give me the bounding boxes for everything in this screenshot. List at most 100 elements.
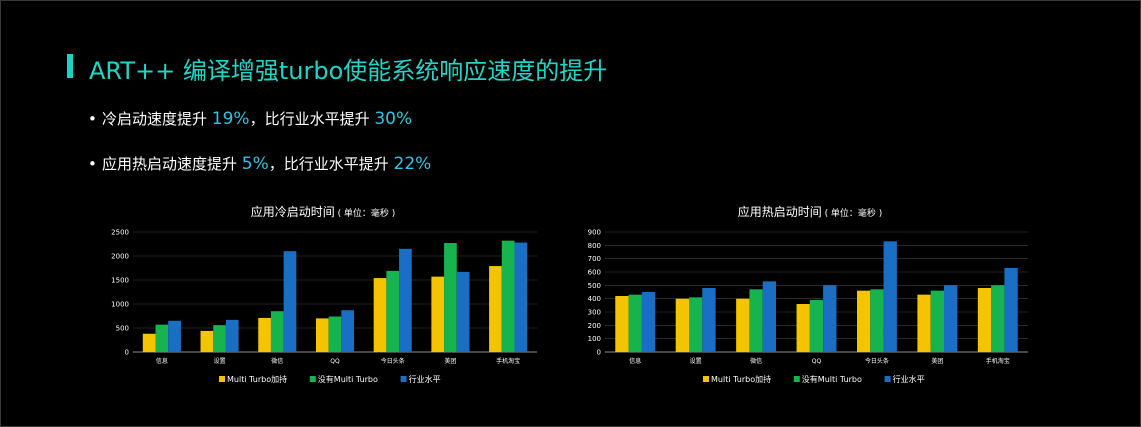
y-tick-label: 2500	[111, 229, 129, 237]
x-tick-label: 手机淘宝	[986, 357, 1010, 365]
bar	[155, 324, 169, 352]
legend-swatch	[219, 376, 225, 382]
y-tick-label: 900	[588, 229, 601, 237]
bullet-cold-start: • 冷启动速度提升 19%，比行业水平提升 30%	[88, 108, 412, 129]
chart-title: 应用冷启动时间 ( 单位：毫秒 )	[251, 204, 396, 219]
x-tick-label: 美团	[931, 357, 943, 365]
y-tick-label: 600	[588, 269, 601, 277]
y-tick-label: 1000	[111, 301, 129, 309]
bullet-text: 应用热启动速度提升	[102, 155, 242, 173]
bar	[514, 242, 528, 352]
y-tick-label: 200	[588, 322, 601, 330]
x-tick-label: 信息	[629, 357, 641, 365]
bar	[883, 241, 897, 352]
y-tick-label: 1500	[111, 277, 129, 285]
legend-label: Multi Turbo加持	[227, 374, 287, 384]
x-tick-label: 设置	[690, 357, 702, 365]
y-tick-label: 800	[588, 242, 601, 250]
bar	[870, 289, 884, 352]
x-tick-label: QQ	[330, 358, 340, 365]
bar	[615, 296, 629, 352]
x-tick-label: 今日头条	[865, 357, 889, 365]
y-tick-label: 400	[588, 295, 601, 303]
bullet-dot: •	[88, 110, 97, 128]
bullet-highlight-value: 22%	[393, 154, 432, 174]
bar	[373, 278, 387, 352]
bar	[736, 298, 750, 352]
bar	[270, 311, 284, 352]
legend-label: 行业水平	[893, 374, 925, 384]
chart-title: 应用热启动时间 ( 单位：毫秒 )	[738, 204, 883, 219]
y-tick-label: 500	[116, 325, 129, 333]
x-tick-label: 今日头条	[381, 357, 405, 365]
bar	[225, 319, 239, 352]
y-tick-label: 2000	[111, 253, 129, 261]
bar	[856, 290, 871, 352]
bar	[444, 243, 457, 352]
legend-swatch	[309, 376, 316, 382]
y-tick-label: 0	[597, 349, 601, 357]
bullet-highlight-value: 30%	[374, 109, 413, 129]
bar	[315, 318, 329, 352]
x-tick-label: 美团	[444, 357, 456, 365]
bar	[489, 266, 502, 352]
bar	[386, 270, 400, 352]
legend-label: 行业水平	[409, 374, 441, 384]
bar	[944, 285, 958, 352]
bar	[675, 298, 689, 352]
legend-swatch	[703, 376, 709, 382]
bar	[431, 276, 445, 352]
bar	[749, 289, 763, 352]
bullet-highlight-value: 19%	[211, 109, 250, 129]
bar	[762, 281, 777, 352]
y-tick-label: 700	[588, 255, 601, 263]
legend-label: 没有Multi Turbo	[802, 374, 862, 384]
bar	[328, 316, 342, 352]
bar	[200, 330, 214, 352]
legend-swatch	[400, 376, 407, 382]
legend-swatch	[884, 376, 891, 382]
bar	[168, 320, 181, 352]
bullet-text: ，比行业水平提升	[268, 155, 394, 173]
y-tick-label: 500	[588, 282, 601, 290]
x-tick-label: 微信	[271, 357, 283, 365]
legend-label: Multi Turbo加持	[711, 374, 771, 384]
legend-label: 没有Multi Turbo	[318, 374, 378, 384]
bar	[688, 297, 703, 352]
bullet-hot-start: • 应用热启动速度提升 5%，比行业水平提升 22%	[88, 153, 431, 174]
hot-start-chart: 应用热启动时间 ( 单位：毫秒 ) 0 100 200 300 400 500 600 700 8…	[588, 204, 1028, 384]
bullet-highlight-value: 5%	[241, 154, 269, 174]
bullet-dot: •	[88, 155, 97, 173]
x-tick-label: QQ	[812, 358, 822, 365]
bar	[641, 292, 656, 352]
bar	[809, 300, 824, 352]
bar	[796, 304, 810, 352]
bullet-text: ，比行业水平提升	[249, 110, 375, 128]
bar	[1004, 268, 1018, 352]
slide-title: ART++ 编译增强turbo使能系统响应速度的提升	[89, 57, 608, 85]
bar	[399, 248, 412, 352]
bar	[456, 271, 470, 352]
y-tick-label: 0	[125, 349, 129, 357]
x-tick-label: 微信	[750, 357, 762, 365]
bar	[977, 288, 992, 352]
y-tick-label: 300	[588, 309, 601, 317]
legend-swatch	[793, 376, 800, 382]
x-tick-label: 手机淘宝	[496, 357, 520, 365]
bar	[823, 285, 837, 352]
bar	[702, 288, 716, 352]
bar	[341, 310, 355, 352]
x-tick-label: 设置	[214, 357, 226, 365]
bar	[142, 333, 156, 352]
cold-start-chart: 应用冷启动时间 ( 单位：毫秒 ) 0 500 1000 1500 2000 2500 信息 设…	[111, 204, 537, 384]
bar	[213, 325, 226, 352]
bar	[917, 294, 931, 352]
bar	[991, 285, 1005, 352]
bar	[283, 251, 297, 352]
bar	[628, 294, 642, 352]
title-accent-bar	[67, 54, 73, 78]
bar	[930, 290, 945, 352]
bar	[258, 317, 271, 352]
x-tick-label: 信息	[156, 357, 168, 365]
y-tick-label: 100	[588, 335, 601, 343]
